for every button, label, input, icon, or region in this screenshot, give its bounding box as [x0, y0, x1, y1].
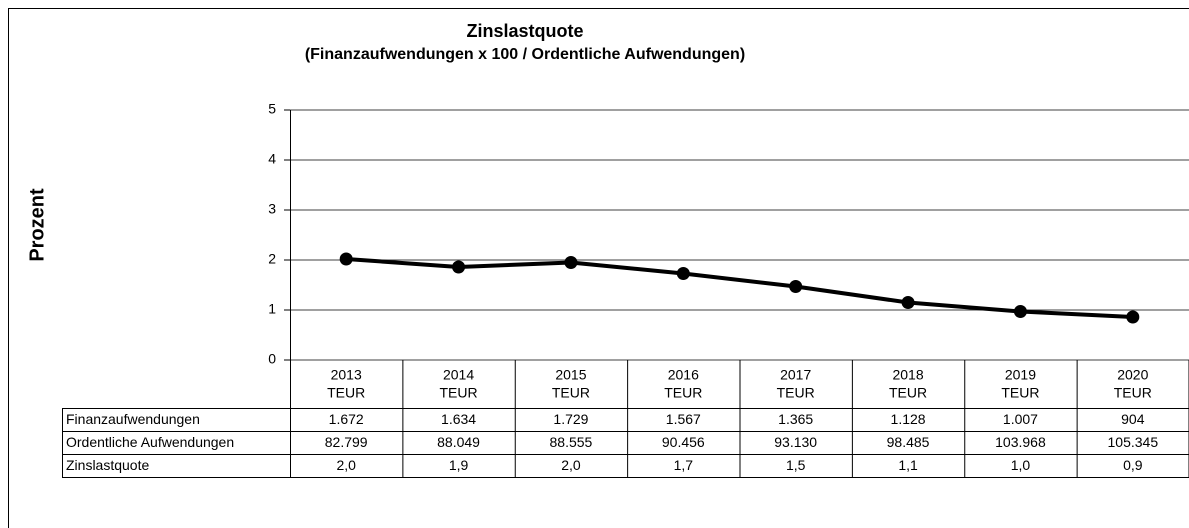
table-cell: 88.049	[437, 434, 480, 450]
marker	[339, 252, 353, 266]
y-tick-label: 0	[268, 351, 276, 367]
x-tick-unit: TEUR	[440, 385, 478, 401]
marker	[676, 267, 690, 280]
table-cell: 103.968	[995, 434, 1046, 450]
marker	[452, 260, 466, 274]
y-axis-label: Prozent	[26, 188, 48, 262]
table-cell: 98.485	[887, 434, 930, 450]
y-tick-label: 5	[268, 101, 276, 117]
table-cell: 105.345	[1108, 434, 1159, 450]
table-cell: 1.007	[1003, 411, 1038, 427]
y-tick-label: 2	[268, 251, 276, 267]
frame	[8, 8, 1189, 528]
x-tick-unit: TEUR	[1114, 385, 1152, 401]
x-tick-label: 2015	[555, 367, 586, 383]
x-tick-unit: TEUR	[552, 385, 590, 401]
table-cell: 1,9	[449, 457, 469, 473]
row-label: Ordentliche Aufwendungen	[66, 434, 234, 450]
chart-title: Zinslastquote	[466, 21, 583, 41]
y-tick-label: 4	[268, 151, 276, 167]
table-cell: 904	[1121, 411, 1145, 427]
x-tick-unit: TEUR	[889, 385, 927, 401]
x-tick-unit: TEUR	[327, 385, 365, 401]
table-cell: 1.365	[778, 411, 813, 427]
x-tick-label: 2019	[1005, 367, 1036, 383]
x-tick-label: 2017	[780, 367, 811, 383]
row-label: Zinslastquote	[66, 457, 149, 473]
marker	[1126, 310, 1140, 324]
x-tick-label: 2018	[892, 367, 923, 383]
table-cell: 1,5	[786, 457, 806, 473]
marker	[1013, 305, 1027, 318]
table-cell: 1.634	[441, 411, 476, 427]
table-cell: 1.567	[666, 411, 701, 427]
x-tick-label: 2020	[1117, 367, 1148, 383]
x-tick-label: 2016	[668, 367, 699, 383]
marker	[901, 296, 915, 309]
x-tick-unit: TEUR	[1001, 385, 1039, 401]
table-cell: 0,9	[1123, 457, 1143, 473]
table-cell: 88.555	[550, 434, 593, 450]
x-tick-label: 2013	[331, 367, 362, 383]
row-label: Finanzaufwendungen	[66, 411, 200, 427]
table-cell: 82.799	[325, 434, 368, 450]
x-tick-unit: TEUR	[664, 385, 702, 401]
line	[346, 257, 1133, 319]
table-cell: 93.130	[774, 434, 817, 450]
x-tick-unit: TEUR	[777, 385, 815, 401]
y-tick-label: 3	[268, 201, 276, 217]
table-cell: 1,1	[898, 457, 918, 473]
marker	[564, 256, 578, 269]
table-cell: 2,0	[561, 457, 581, 473]
table-cell: 90.456	[662, 434, 705, 450]
table-cell: 1.128	[891, 411, 926, 427]
table-cell: 1,7	[674, 457, 694, 473]
table-cell: 1.672	[329, 411, 364, 427]
table-cell: 1,0	[1011, 457, 1031, 473]
y-tick-label: 1	[268, 301, 276, 317]
chart-subtitle: (Finanzaufwendungen x 100 / Ordentliche …	[305, 46, 745, 63]
table-cell: 1.729	[553, 411, 588, 427]
marker	[789, 280, 803, 293]
table-cell: 2,0	[336, 457, 356, 473]
x-tick-label: 2014	[443, 367, 474, 383]
